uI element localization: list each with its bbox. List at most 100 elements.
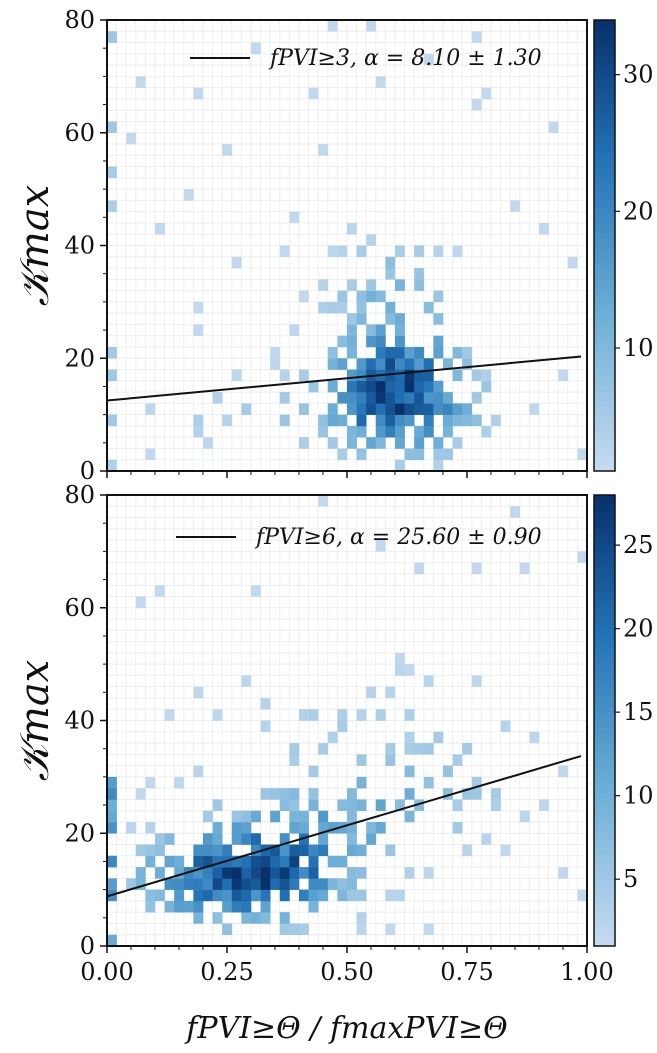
heatmap-cell	[385, 392, 396, 404]
heatmap-cell	[135, 788, 146, 800]
heatmap-cell	[337, 290, 348, 303]
heatmap-cell	[347, 788, 357, 800]
legend: fPVI≥6, α = 25.60 ± 0.90	[176, 525, 542, 550]
heatmap-cell	[174, 878, 185, 890]
heatmap-cell	[299, 290, 309, 303]
heatmap-cell	[241, 855, 252, 868]
heatmap-cell	[279, 844, 290, 857]
heatmap-cell	[347, 335, 357, 348]
heatmap-cell	[318, 833, 329, 845]
heatmap-cell	[327, 20, 338, 32]
heatmap-cell	[193, 844, 204, 857]
heatmap-cell	[318, 414, 329, 427]
heatmap-cell	[385, 754, 396, 766]
heatmap-cell	[193, 878, 204, 890]
x-tick-label: 0.00	[80, 958, 133, 986]
heatmap-cell	[241, 675, 252, 687]
heatmap-cell	[183, 189, 194, 201]
heatmap-cell	[471, 776, 482, 789]
y-tick-label: 60	[64, 594, 95, 622]
heatmap-cell	[289, 324, 300, 336]
heatmap-cell	[299, 369, 309, 382]
heatmap-cell	[375, 76, 386, 88]
heatmap-cell	[423, 675, 434, 687]
heatmap-cell	[289, 743, 300, 755]
heatmap-cell	[452, 754, 463, 766]
y-tick-label: 60	[64, 119, 95, 147]
heatmap-cell	[318, 889, 329, 902]
heatmap-cell	[471, 392, 482, 404]
heatmap-cell	[270, 844, 281, 857]
heatmap-cell	[414, 743, 425, 755]
heatmap-cell	[347, 867, 357, 879]
heatmap-cell	[356, 414, 367, 427]
heatmap-cell	[414, 346, 425, 359]
heatmap-cell	[529, 731, 540, 744]
heatmap-cell	[433, 731, 444, 744]
heatmap-cell	[366, 20, 377, 32]
heatmap-cell	[491, 788, 501, 800]
heatmap-cell	[356, 889, 367, 902]
heatmap-cell	[385, 686, 396, 699]
heatmap-cell	[414, 279, 425, 291]
heatmap-cell	[395, 889, 405, 902]
heatmap-cell	[356, 912, 367, 924]
heatmap-cell	[212, 833, 223, 845]
heatmap-cell	[404, 448, 415, 461]
heatmap-cell	[193, 900, 204, 913]
heatmap-cell	[279, 878, 290, 890]
heatmap-cell	[337, 392, 348, 404]
heatmap-cell	[423, 923, 434, 936]
heatmap-cell	[308, 867, 319, 879]
heatmap-cell	[347, 425, 357, 438]
heatmap-cell	[135, 878, 146, 890]
heatmap-cell	[155, 867, 165, 879]
heatmap-cell	[308, 855, 319, 868]
heatmap-cell	[203, 437, 213, 449]
heatmap-cell	[107, 855, 117, 868]
heatmap-cell	[327, 380, 338, 393]
heatmap-cell	[164, 833, 175, 845]
heatmap-cell	[567, 256, 578, 269]
heatmap-cell	[251, 889, 261, 902]
heatmap-cell	[231, 833, 242, 845]
heatmap-cell	[231, 821, 242, 834]
heatmap-cell	[193, 87, 204, 100]
heatmap-cell	[481, 833, 492, 845]
x-axis-label: fPVI≥Θ / fmaxPVI≥Θ	[184, 1011, 508, 1046]
heatmap-cell	[462, 346, 473, 359]
heatmap-cell	[375, 380, 386, 393]
heatmap-cell	[193, 855, 204, 868]
heatmap-cell	[260, 889, 271, 902]
heatmap-cell	[289, 810, 300, 823]
colorbar-tick-label: 10	[623, 782, 654, 810]
heatmap-cell	[433, 380, 444, 393]
heatmap-cell	[366, 290, 377, 303]
heatmap-cell	[404, 358, 415, 370]
heatmap-cell	[126, 878, 137, 890]
heatmap-cell	[299, 844, 309, 857]
x-axis: 0.00 0.25 0.50 0.75 1.00	[80, 946, 614, 986]
heatmap-cell	[241, 403, 252, 415]
heatmap-cell	[193, 686, 204, 699]
heatmap-cell	[241, 912, 252, 924]
heatmap-cell	[347, 878, 357, 890]
heatmap-cell	[443, 765, 453, 778]
heatmap-cell	[433, 290, 444, 303]
heatmap-cell	[366, 358, 377, 370]
heatmap-cell	[577, 448, 588, 461]
heatmap-cell	[347, 821, 357, 834]
heatmap-cell	[299, 403, 309, 415]
legend-label: fPVI≥3, α = 8.10 ± 1.30	[268, 46, 542, 71]
heatmap-cell	[375, 437, 386, 449]
heatmap-cell	[155, 585, 165, 597]
heatmap-cell	[481, 369, 492, 382]
heatmap-cell	[107, 821, 117, 834]
heatmap-cell	[510, 200, 521, 212]
heatmap-cell	[193, 425, 204, 438]
heatmap-cell	[433, 459, 444, 472]
heatmap-cell	[318, 279, 329, 291]
heatmap-cell	[337, 245, 348, 258]
heatmap-cell	[356, 301, 367, 314]
heatmap-cell	[174, 867, 185, 879]
